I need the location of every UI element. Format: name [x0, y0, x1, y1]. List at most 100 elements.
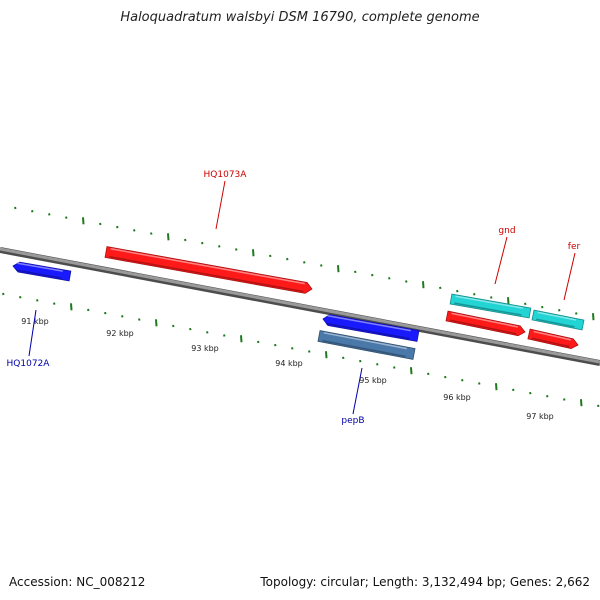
lower-tick-row: [2, 292, 600, 408]
minor-tick: [223, 334, 226, 337]
major-tick: [240, 335, 243, 343]
gene-label-HQ1073A[interactable]: HQ1073A: [204, 170, 248, 180]
minor-tick: [529, 391, 532, 395]
minor-tick: [478, 382, 481, 385]
minor-tick: [354, 270, 357, 274]
accession-text: Accession: NC_008212: [9, 575, 146, 589]
minor-tick: [19, 295, 22, 299]
major-tick: [167, 233, 170, 241]
minor-tick: [189, 327, 192, 331]
minor-tick: [405, 280, 408, 283]
gene-fer[interactable]: [527, 328, 579, 349]
minor-tick: [184, 238, 187, 242]
major-tick: [82, 217, 85, 225]
genome-summary-text: Topology: circular; Length: 3,132,494 bp…: [260, 575, 590, 589]
minor-tick: [218, 245, 221, 248]
major-tick: [252, 249, 255, 257]
major-tick: [580, 399, 583, 407]
minor-tick: [116, 225, 119, 229]
major-tick: [592, 313, 595, 321]
minor-tick: [274, 343, 277, 347]
minor-tick: [575, 312, 578, 315]
major-tick: [495, 383, 498, 391]
major-tick: [337, 265, 340, 273]
minor-tick: [359, 359, 362, 363]
gene-fer-upper[interactable]: [531, 309, 585, 331]
minor-tick: [138, 318, 141, 321]
major-tick: [410, 367, 413, 375]
minor-tick: [104, 311, 107, 315]
minor-tick: [376, 363, 379, 366]
genome-backbone: [0, 247, 600, 366]
gene-gnd[interactable]: [445, 310, 526, 337]
gene-HQ1072A[interactable]: [12, 261, 72, 282]
map-title: Haloquadratum walsbyi DSM 16790, complet…: [120, 10, 480, 25]
minor-tick: [291, 347, 294, 350]
major-tick: [507, 297, 510, 305]
kbp-label: 94 kbp: [275, 359, 303, 368]
gene-label-gnd[interactable]: gnd: [498, 226, 515, 236]
major-tick: [325, 351, 328, 359]
minor-tick: [444, 375, 447, 379]
minor-tick: [558, 309, 561, 312]
minor-tick: [427, 372, 430, 376]
minor-tick: [546, 395, 549, 398]
minor-tick: [320, 264, 323, 267]
gene-label-HQ1072A[interactable]: HQ1072A: [7, 359, 51, 369]
kbp-label: 95 kbp: [359, 376, 387, 385]
gene-pepB-upper[interactable]: [322, 314, 420, 342]
kbp-label: 92 kbp: [106, 329, 134, 338]
minor-tick: [257, 340, 260, 344]
major-tick: [70, 303, 73, 311]
minor-tick: [99, 222, 102, 226]
minor-tick: [48, 213, 51, 216]
minor-tick: [456, 289, 459, 293]
minor-tick: [597, 404, 600, 408]
kbp-label: 97 kbp: [526, 412, 554, 421]
gene-HQ1073A[interactable]: [104, 246, 313, 294]
minor-tick: [473, 293, 476, 296]
minor-tick: [53, 302, 56, 305]
upper-tick-row: [14, 206, 595, 321]
gene-pepB[interactable]: [317, 330, 416, 360]
minor-tick: [206, 331, 209, 334]
minor-tick: [286, 257, 289, 261]
kbp-label: 96 kbp: [443, 393, 471, 402]
minor-tick: [524, 302, 527, 306]
gene-features: [12, 246, 585, 360]
minor-tick: [65, 216, 68, 219]
minor-tick: [14, 206, 17, 210]
minor-tick: [563, 398, 566, 401]
minor-tick: [269, 254, 272, 258]
minor-tick: [342, 356, 345, 360]
minor-tick: [150, 232, 153, 235]
gene-label-fer[interactable]: fer: [568, 242, 581, 252]
minor-tick: [303, 261, 306, 264]
major-tick: [155, 319, 158, 327]
kbp-label: 93 kbp: [191, 344, 219, 353]
minor-tick: [31, 209, 34, 213]
minor-tick: [393, 366, 396, 369]
minor-tick: [512, 388, 515, 392]
minor-tick: [541, 305, 544, 309]
minor-tick: [308, 350, 311, 353]
minor-tick: [371, 273, 374, 277]
major-tick: [422, 281, 425, 289]
gene-label-pepB[interactable]: pepB: [341, 416, 364, 426]
kbp-label: 91 kbp: [21, 317, 49, 326]
minor-tick: [490, 296, 493, 299]
minor-tick: [439, 286, 442, 290]
gene-gnd-upper[interactable]: [449, 293, 532, 319]
minor-tick: [201, 241, 204, 245]
minor-tick: [235, 248, 238, 251]
minor-tick: [87, 308, 90, 312]
kbp-labels: 91 kbp 92 kbp 93 kbp 94 kbp 95 kbp 96 kbp 97 k…: [21, 317, 554, 421]
minor-tick: [121, 315, 124, 318]
gene-labels: HQ1073A gnd fer HQ1072A pepB: [7, 170, 581, 426]
minor-tick: [2, 292, 5, 296]
minor-tick: [461, 379, 464, 382]
minor-tick: [388, 277, 391, 280]
minor-tick: [36, 299, 39, 302]
minor-tick: [172, 324, 175, 328]
